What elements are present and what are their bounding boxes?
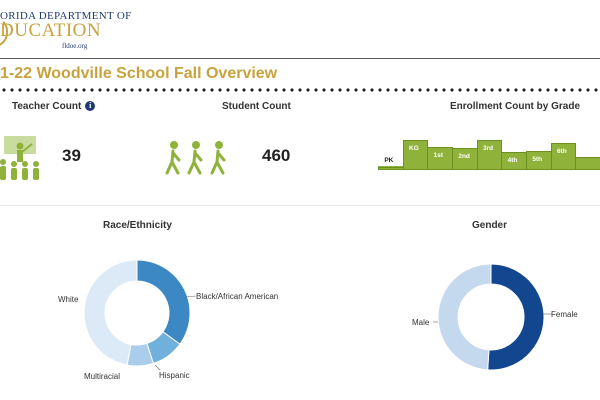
grade-label: 6th bbox=[557, 148, 567, 155]
race-label-black: Black/African American bbox=[196, 292, 279, 301]
student-count-title: Student Count bbox=[222, 101, 291, 112]
gender-slice-female[interactable] bbox=[487, 263, 545, 371]
gender-label-female: Female bbox=[551, 310, 578, 319]
grade-bar-PK bbox=[378, 167, 404, 170]
race-slice-white[interactable] bbox=[83, 259, 138, 366]
race-label-hispanic: Hispanic bbox=[159, 371, 190, 380]
race-label-multiracial: Multiracial bbox=[84, 372, 121, 381]
gender-label-male: Male bbox=[412, 318, 430, 327]
page-title: 1-22 Woodville School Fall Overview bbox=[0, 65, 278, 82]
leader-line-hispanic bbox=[154, 364, 161, 371]
walking-students-icon bbox=[165, 141, 226, 175]
teacher-classroom-icon bbox=[0, 136, 39, 180]
grade-label: 1st bbox=[433, 152, 444, 159]
grade-label: 4th bbox=[507, 157, 518, 164]
grade-label: PK bbox=[384, 157, 394, 164]
grade-label: 5th bbox=[532, 156, 543, 163]
enrollment-chart-title: Enrollment Count by Grade bbox=[450, 101, 581, 112]
teacher-count-label: Teacher Count bbox=[12, 101, 82, 112]
fldoe-logo[interactable]: ORIDA DEPARTMENT OF DUCATION fldoe.org bbox=[0, 6, 131, 50]
grade-label: KG bbox=[409, 145, 419, 152]
dotted-divider bbox=[0, 88, 600, 92]
section-divider bbox=[0, 205, 600, 206]
grade-label: 3rd bbox=[483, 145, 494, 152]
teacher-count-value: 39 bbox=[62, 146, 81, 165]
info-icon[interactable]: i bbox=[85, 101, 96, 112]
teacher-count-title: Teacher Count i bbox=[12, 101, 96, 112]
race-chart-title: Race/Ethnicity bbox=[103, 220, 172, 231]
race-donut-chart bbox=[83, 259, 197, 371]
logo-line2: DUCATION bbox=[0, 20, 102, 41]
logo-url: fldoe.org bbox=[62, 42, 88, 50]
grade-bar-other bbox=[575, 157, 600, 170]
gender-donut-chart bbox=[433, 263, 552, 371]
gender-slice-male[interactable] bbox=[437, 263, 492, 371]
grade-bar-3rd bbox=[476, 140, 503, 170]
logo-line1: ORIDA DEPARTMENT OF bbox=[0, 10, 132, 22]
race-label-white: White bbox=[58, 295, 79, 304]
leader-line-black bbox=[184, 295, 197, 298]
race-slice-black-african-american[interactable] bbox=[136, 259, 191, 345]
grade-label: 2nd bbox=[458, 153, 470, 160]
header-divider bbox=[0, 58, 600, 59]
gender-chart-title: Gender bbox=[472, 220, 508, 231]
grade-bar-6th bbox=[550, 143, 577, 170]
student-count-value: 460 bbox=[262, 146, 291, 165]
